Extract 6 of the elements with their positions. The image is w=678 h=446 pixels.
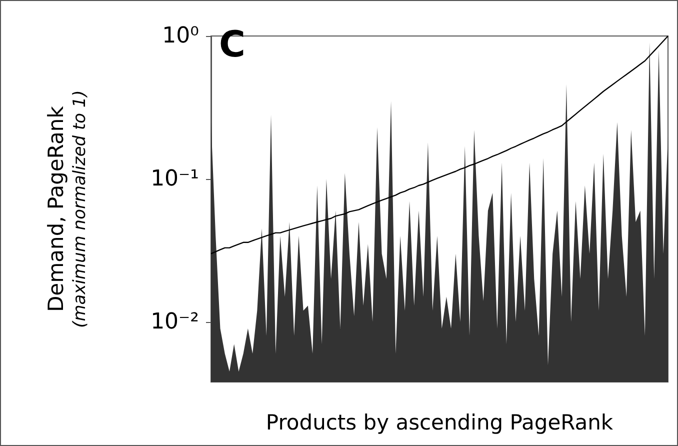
y-tick-label: 10⁰ <box>162 24 200 48</box>
annotation: C <box>219 24 246 66</box>
x-axis-title: Products by ascending PageRank <box>266 410 614 434</box>
y-axis-title: Demand, PageRank (maximum normalized to 1) <box>44 90 90 328</box>
y-tick-label: 10⁻² <box>150 309 199 334</box>
y-tick-label: 10⁻¹ <box>150 166 199 192</box>
